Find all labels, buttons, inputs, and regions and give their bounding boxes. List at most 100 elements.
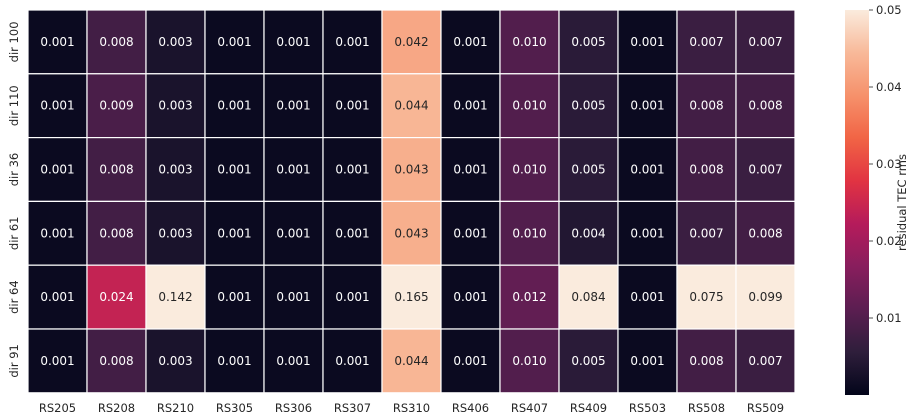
cell-value-label: 0.001 <box>40 163 74 177</box>
cell-value-label: 0.001 <box>335 226 369 240</box>
cell-value-label: 0.003 <box>158 35 192 49</box>
heatmap-cell <box>27 137 88 203</box>
heatmap-cell <box>145 264 206 330</box>
heatmap-cell <box>440 9 501 75</box>
heatmap-cell <box>204 73 265 139</box>
heatmap-cell <box>381 328 442 394</box>
x-tick-label: RS307 <box>334 401 371 415</box>
heatmap-cell <box>499 73 560 139</box>
heatmap-cell <box>322 9 383 75</box>
x-tick-label: RS210 <box>157 401 194 415</box>
heatmap-cell <box>676 264 737 330</box>
cell-value-label: 0.084 <box>571 290 605 304</box>
heatmap-cell-labels: 0.001 0.008 0.003 0.001 0.001 0.001 0.042 0.001… <box>40 35 782 368</box>
cell-value-label: 0.008 <box>99 354 133 368</box>
colorbar-tick-label: 0.05 <box>876 3 902 17</box>
cell-value-label: 0.001 <box>630 163 664 177</box>
cell-value-label: 0.005 <box>571 99 605 113</box>
cell-value-label: 0.001 <box>276 99 310 113</box>
heatmap-cell <box>558 200 619 266</box>
cell-value-label: 0.001 <box>276 226 310 240</box>
cell-value-label: 0.008 <box>689 99 723 113</box>
y-tick-label: dir 110 <box>7 85 21 126</box>
cell-value-label: 0.044 <box>394 99 428 113</box>
x-tick-label: RS407 <box>511 401 548 415</box>
cell-value-label: 0.001 <box>630 35 664 49</box>
cell-value-label: 0.003 <box>158 226 192 240</box>
cell-value-label: 0.010 <box>512 35 546 49</box>
cell-value-label: 0.003 <box>158 354 192 368</box>
heatmap-cell <box>558 137 619 203</box>
cell-value-label: 0.010 <box>512 99 546 113</box>
cell-value-label: 0.005 <box>571 35 605 49</box>
cell-value-label: 0.004 <box>571 226 605 240</box>
heatmap-cell <box>204 328 265 394</box>
heatmap-cell <box>145 328 206 394</box>
heatmap-cell <box>263 73 324 139</box>
colorbar-ticks: 0.01 0.02 0.03 0.04 0.05 <box>869 3 902 325</box>
heatmap-cell <box>440 328 501 394</box>
heatmap-cell <box>27 200 88 266</box>
cell-value-label: 0.007 <box>748 35 782 49</box>
cell-value-label: 0.001 <box>630 99 664 113</box>
x-tick-label: RS508 <box>688 401 725 415</box>
cell-value-label: 0.001 <box>453 99 487 113</box>
cell-value-label: 0.001 <box>335 354 369 368</box>
cell-value-label: 0.008 <box>689 354 723 368</box>
heatmap-cell <box>440 200 501 266</box>
cell-value-label: 0.001 <box>217 226 251 240</box>
x-tick-label: RS305 <box>216 401 253 415</box>
heatmap-cell <box>499 200 560 266</box>
cell-value-label: 0.003 <box>158 163 192 177</box>
heatmap-cell <box>735 264 796 330</box>
cell-value-label: 0.010 <box>512 354 546 368</box>
cell-value-label: 0.001 <box>217 35 251 49</box>
heatmap-cell <box>145 9 206 75</box>
heatmap-cell <box>145 137 206 203</box>
y-tick-label: dir 61 <box>7 217 21 251</box>
heatmap-cell <box>204 200 265 266</box>
cell-value-label: 0.001 <box>335 290 369 304</box>
cell-value-label: 0.001 <box>453 163 487 177</box>
cell-value-label: 0.010 <box>512 163 546 177</box>
x-tick-label: RS509 <box>747 401 784 415</box>
colorbar-gradient <box>845 10 869 395</box>
cell-value-label: 0.001 <box>630 226 664 240</box>
cell-value-label: 0.008 <box>748 99 782 113</box>
colorbar-label: residual TEC rms <box>895 154 909 251</box>
heatmap-cell <box>145 73 206 139</box>
cell-value-label: 0.008 <box>99 163 133 177</box>
cell-value-label: 0.001 <box>630 354 664 368</box>
x-tick-label: RS406 <box>452 401 489 415</box>
heatmap-cell <box>27 328 88 394</box>
colorbar-tick-label: 0.04 <box>876 80 902 94</box>
cell-value-label: 0.003 <box>158 99 192 113</box>
heatmap-cell <box>735 137 796 203</box>
heatmap-cell <box>617 200 678 266</box>
heatmap-cell <box>263 328 324 394</box>
heatmap-cell <box>558 328 619 394</box>
heatmap-cell <box>558 9 619 75</box>
heatmap-cell <box>86 264 147 330</box>
cell-value-label: 0.043 <box>394 163 428 177</box>
heatmap-cell <box>204 264 265 330</box>
y-axis-tick-labels: dir 100 dir 110 dir 36 dir 61 dir 64 dir 91 <box>7 21 21 377</box>
cell-value-label: 0.001 <box>40 99 74 113</box>
x-tick-label: RS306 <box>275 401 312 415</box>
cell-value-label: 0.001 <box>217 290 251 304</box>
colorbar: 0.01 0.02 0.03 0.04 0.05 residual TEC rms <box>845 3 909 395</box>
cell-value-label: 0.001 <box>335 163 369 177</box>
cell-value-label: 0.001 <box>276 354 310 368</box>
heatmap-cell <box>499 328 560 394</box>
x-tick-label: RS205 <box>39 401 76 415</box>
heatmap-cell <box>735 200 796 266</box>
cell-value-label: 0.142 <box>158 290 192 304</box>
cell-value-label: 0.044 <box>394 354 428 368</box>
colorbar-tick-label: 0.02 <box>876 234 902 248</box>
x-tick-label: RS503 <box>629 401 666 415</box>
cell-value-label: 0.008 <box>99 226 133 240</box>
heatmap-cell <box>27 9 88 75</box>
x-tick-label: RS208 <box>98 401 135 415</box>
cell-value-label: 0.007 <box>689 226 723 240</box>
